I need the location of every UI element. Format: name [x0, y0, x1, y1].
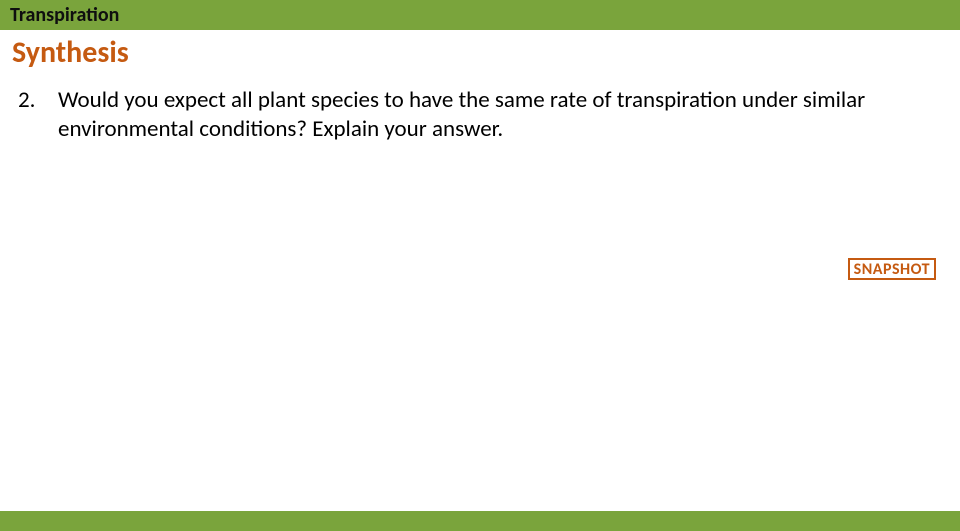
section-heading: Synthesis [12, 34, 129, 71]
slide: Transpiration Synthesis 2. Would you exp… [0, 0, 960, 531]
topic-title: Transpiration [10, 3, 119, 27]
topic-bar: Transpiration [0, 0, 960, 30]
question-text: Would you expect all plant species to ha… [58, 86, 936, 144]
question-block: 2. Would you expect all plant species to… [16, 86, 936, 144]
snapshot-badge: SNAPSHOT [848, 258, 936, 280]
question-number: 2. [18, 86, 48, 114]
footer-bar [0, 511, 960, 531]
